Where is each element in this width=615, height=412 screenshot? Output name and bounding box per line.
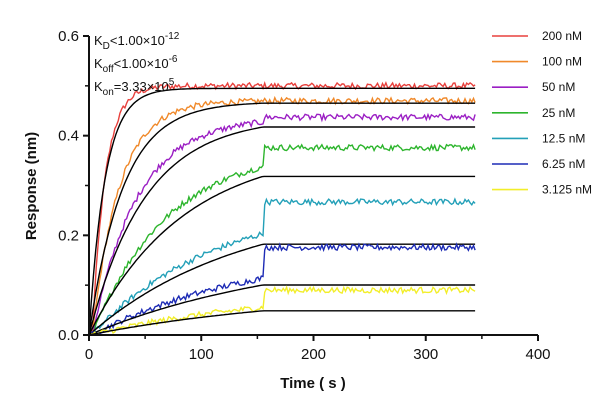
x-ticks: 0 100 200 300 400 xyxy=(85,335,551,363)
x-tick-label: 300 xyxy=(413,346,438,363)
y-ticks: 0.0 0.2 0.4 0.6 xyxy=(58,28,89,344)
legend-label: 6.25 nM xyxy=(542,157,585,171)
fit-curve xyxy=(88,87,476,336)
x-tick-label: 100 xyxy=(189,346,214,363)
series-trace xyxy=(90,80,476,335)
series-trace xyxy=(90,95,476,334)
fit-curve xyxy=(88,175,476,336)
legend-label: 12.5 nM xyxy=(542,131,585,145)
x-axis-title: Time ( s ) xyxy=(280,375,346,392)
fit-curve xyxy=(88,102,476,336)
series-trace xyxy=(90,112,476,334)
fit-curve xyxy=(88,126,476,336)
y-axis-title: Response (nm) xyxy=(23,132,40,240)
legend: 200 nM 100 nM 50 nM 25 nM 12.5 nM 6.25 nM 3.12… xyxy=(492,29,592,197)
x-tick-label: 0 xyxy=(85,346,93,363)
y-tick-label: 0.0 xyxy=(58,327,79,344)
legend-label: 200 nM xyxy=(542,29,582,43)
fit-curve xyxy=(88,284,476,336)
legend-label: 100 nM xyxy=(542,55,582,69)
legend-label: 3.125 nM xyxy=(542,183,592,197)
y-tick-label: 0.4 xyxy=(58,128,79,145)
series-trace xyxy=(91,242,476,336)
plot-area xyxy=(88,80,476,336)
kinetic-constant-label: KD<1.00×10-12 xyxy=(94,31,180,52)
x-tick-label: 200 xyxy=(301,346,326,363)
y-tick-label: 0.2 xyxy=(58,227,79,244)
fit-curve xyxy=(88,243,476,336)
series-trace xyxy=(91,285,476,336)
series-trace xyxy=(90,197,476,336)
legend-label: 50 nM xyxy=(542,80,575,94)
fit-curve xyxy=(88,310,476,336)
x-tick-label: 400 xyxy=(525,346,550,363)
series-trace xyxy=(90,143,476,335)
kinetic-constant-label: Kon=3.33×105 xyxy=(94,77,175,98)
kinetic-constant-label: Koff<1.00×10-6 xyxy=(94,54,178,75)
y-tick-label: 0.6 xyxy=(58,28,79,45)
legend-label: 25 nM xyxy=(542,106,575,120)
axes: 0 100 200 300 400 0.0 0.2 0.4 0.6 Time ( s ) Re… xyxy=(23,28,551,392)
